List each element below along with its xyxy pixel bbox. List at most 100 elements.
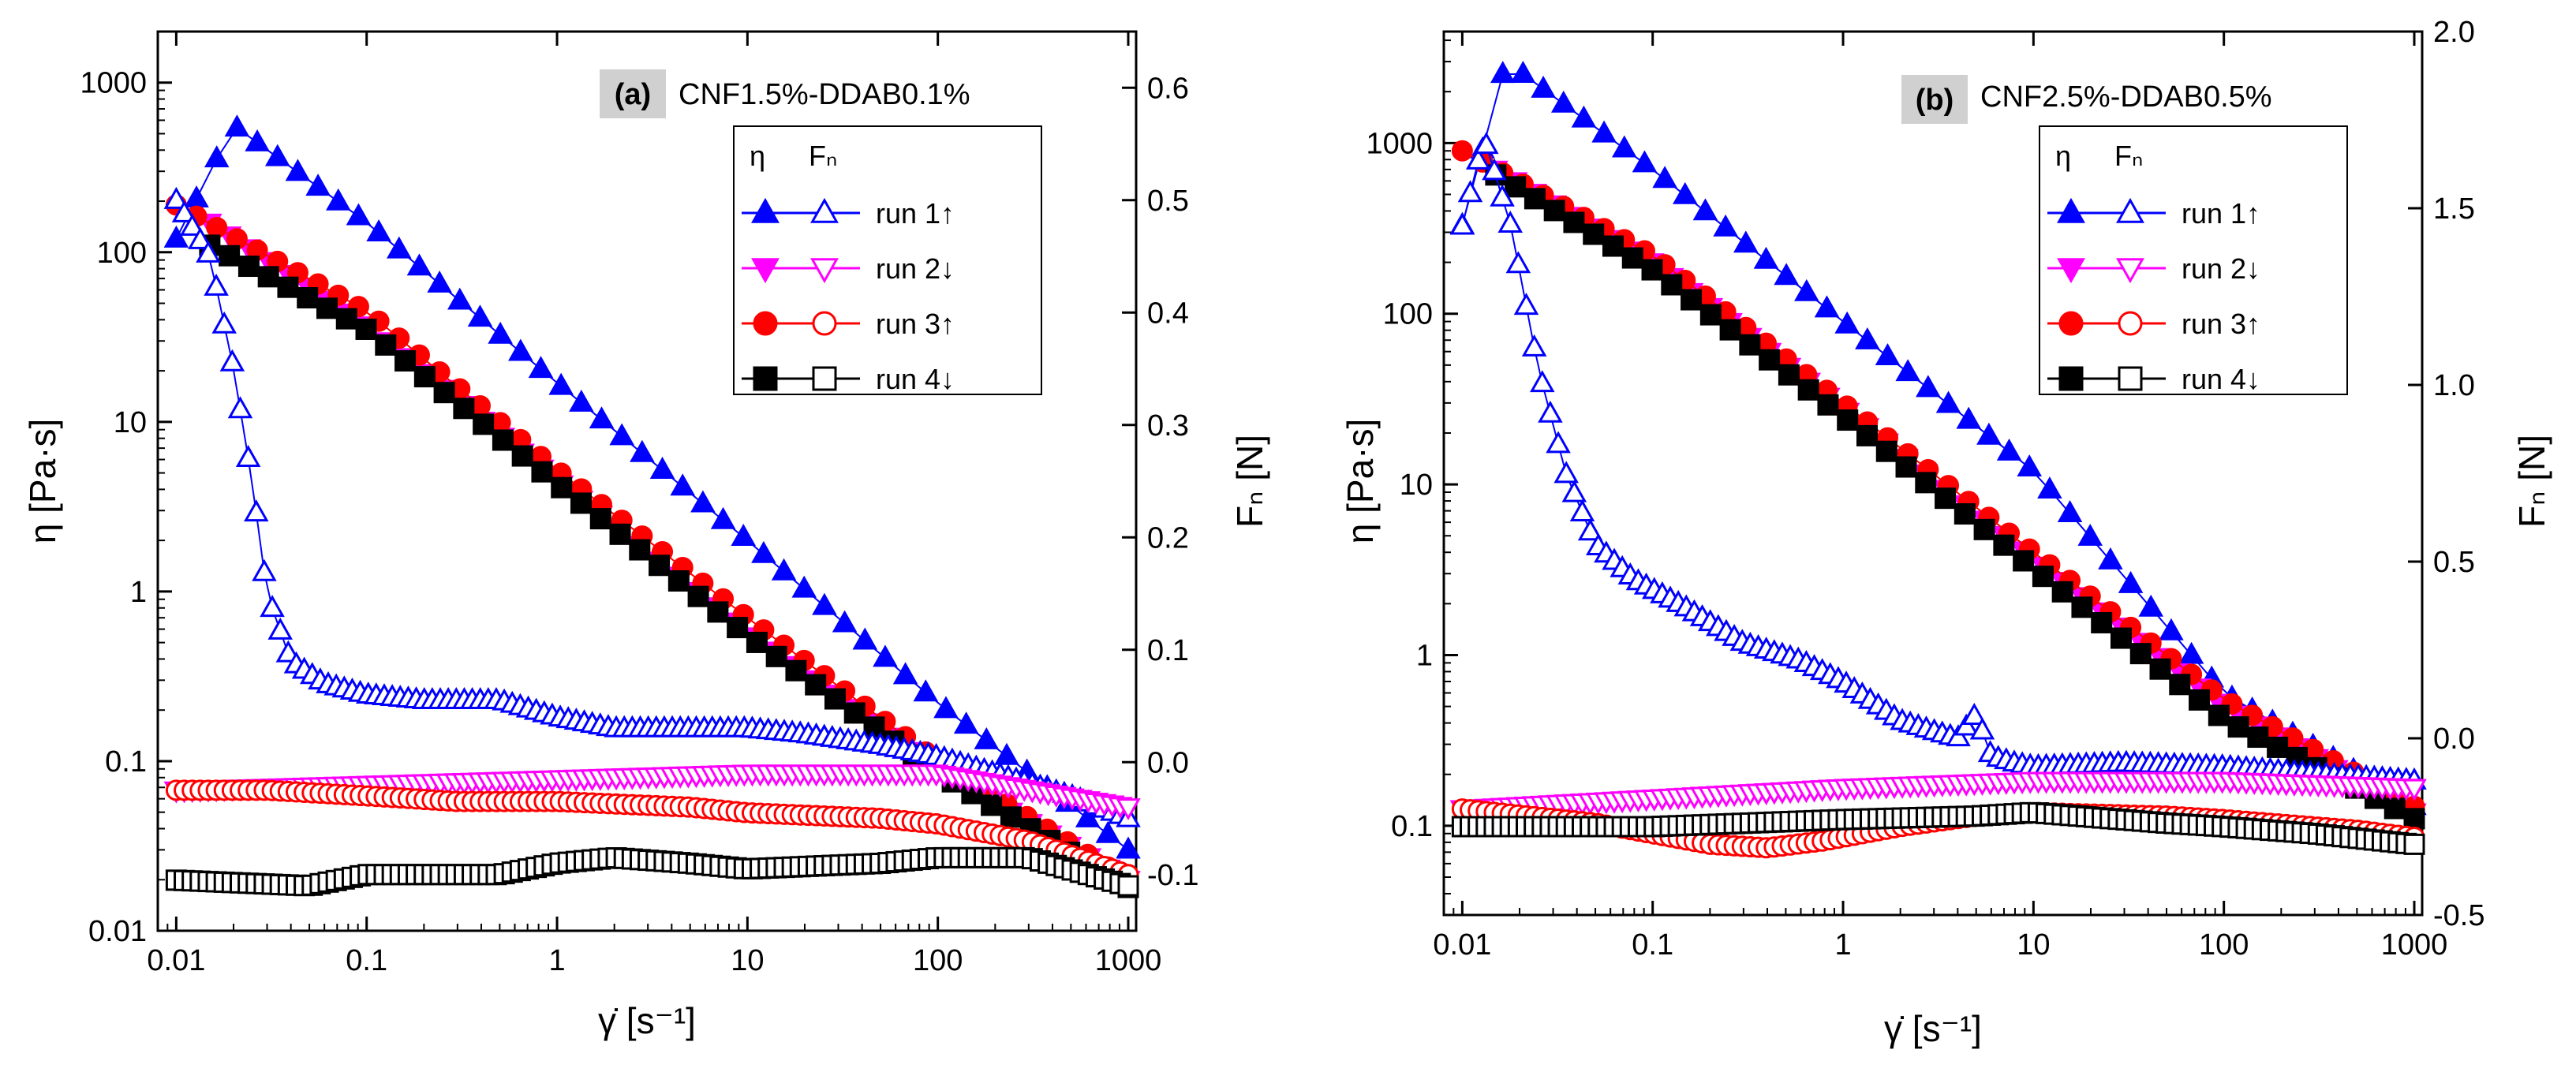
x-tick-label-a: 1 [548, 944, 565, 977]
y-tick-label-a: 0.01 [88, 915, 147, 948]
series-Fn-4-b [1451, 801, 2425, 855]
data-point [2227, 716, 2249, 738]
data-point [589, 508, 611, 530]
data-point [1961, 702, 1987, 725]
legend-marker-filled [2058, 311, 2084, 336]
data-point [1935, 487, 1957, 510]
y-tick-label-b: 100 [1383, 298, 1433, 331]
x-tick-label-b: 1 [1834, 928, 1851, 962]
data-point [892, 662, 918, 685]
y-axis-label-a: η [Pa·s] [22, 419, 63, 544]
legend-marker-open [812, 366, 837, 391]
data-point [2149, 658, 2171, 680]
data-point [2402, 779, 2427, 801]
legend-box-b [2039, 125, 2348, 395]
data-point [473, 413, 495, 435]
x-tick-label-a: 0.01 [147, 944, 205, 977]
tick-marks-b [1443, 30, 2422, 917]
legend-rows-a: run 1↑ run 2↓ run 3↑ run 4↓ [742, 197, 955, 395]
data-point [511, 445, 533, 467]
data-point [710, 506, 736, 529]
data-point [179, 213, 205, 236]
y2-tick-label-b: 1.5 [2433, 192, 2475, 226]
data-point [731, 524, 756, 547]
panel-label-box-a [600, 69, 666, 118]
data-point [1482, 158, 1507, 181]
legend-marker-open [810, 258, 839, 284]
y2-tick-label-a: 0.3 [1147, 409, 1189, 443]
legend-marker-open [2118, 366, 2143, 391]
data-point [1612, 135, 1637, 158]
x-tick-label-a: 100 [913, 944, 963, 977]
data-point [1553, 461, 1579, 484]
legend-label: run 4↓ [876, 363, 955, 395]
data-point [1513, 293, 1539, 316]
data-point [2071, 596, 2093, 618]
legend-b: η Fₙ run 1↑ run 2↓ run 3↑ run 4↓ [2039, 125, 2348, 395]
x-axis-label-a: γ̇ [s⁻¹] [598, 1000, 696, 1041]
legend-label: run 2↓ [876, 252, 955, 285]
y-tick-label-b: 1000 [1366, 127, 1433, 160]
data-point [2383, 797, 2406, 820]
data-point [2247, 726, 2269, 749]
data-point [1521, 334, 1547, 357]
data-point [2098, 547, 2123, 570]
data-point [1976, 422, 2002, 445]
data-point [2051, 581, 2073, 603]
data-point [394, 349, 417, 372]
data-point [2138, 594, 2164, 617]
data-point [206, 216, 228, 238]
data-point [1837, 409, 1859, 431]
data-point [649, 456, 675, 479]
data-point [2129, 643, 2152, 665]
legend-marker-open [2118, 311, 2143, 336]
data-point [1915, 472, 1937, 494]
data-point [508, 338, 533, 361]
data-point [1621, 247, 1643, 269]
data-point [1953, 713, 1979, 736]
data-point [1692, 198, 1718, 221]
data-point [528, 356, 554, 379]
data-point [751, 540, 776, 563]
tick-labels-b: 0.01 0.1 1 10 100 10000.11101001000-0.50.00.5… [1366, 16, 2484, 962]
data-point [690, 490, 716, 513]
data-point [551, 476, 573, 499]
legend-marker-filled [751, 258, 780, 284]
data-point [2267, 736, 2289, 758]
data-point [224, 114, 250, 137]
data-point [1953, 503, 1976, 525]
data-point [1935, 390, 1961, 413]
legend-marker-filled [2057, 258, 2085, 284]
data-point [1497, 211, 1523, 233]
data-point [204, 273, 229, 296]
legend-marker-filled [751, 197, 780, 223]
data-point [1591, 120, 1617, 143]
data-point [2017, 454, 2042, 477]
data-point [227, 396, 253, 419]
y2-tick-label-b: -0.5 [2433, 899, 2484, 932]
legend-entry-1-b: run 1↑ [2047, 197, 2260, 230]
data-point [1969, 717, 1995, 740]
legend-box-a [733, 125, 1042, 395]
data-point [824, 688, 846, 710]
y2-tick-label-a: 0.2 [1147, 521, 1189, 555]
y2-tick-label-a: 0.1 [1147, 634, 1189, 667]
legend-marker-filled [2057, 197, 2085, 223]
data-point [1753, 246, 1779, 269]
data-point [257, 266, 279, 288]
legend-col-fn-a: Fₙ [809, 140, 837, 172]
data-point [1451, 140, 1473, 162]
y-tick-label-a: 1000 [80, 67, 147, 100]
data-point [812, 592, 837, 615]
data-point [1095, 820, 1121, 843]
data-point [1561, 480, 1587, 502]
data-point [1583, 223, 1605, 245]
data-point [1875, 440, 1897, 462]
data-point [1116, 798, 1141, 821]
data-point [1632, 150, 1658, 173]
y2-tick-label-a: -0.1 [1147, 859, 1198, 892]
data-point [707, 601, 729, 623]
data-point [805, 674, 827, 696]
data-point [163, 186, 189, 209]
data-point [609, 523, 631, 545]
